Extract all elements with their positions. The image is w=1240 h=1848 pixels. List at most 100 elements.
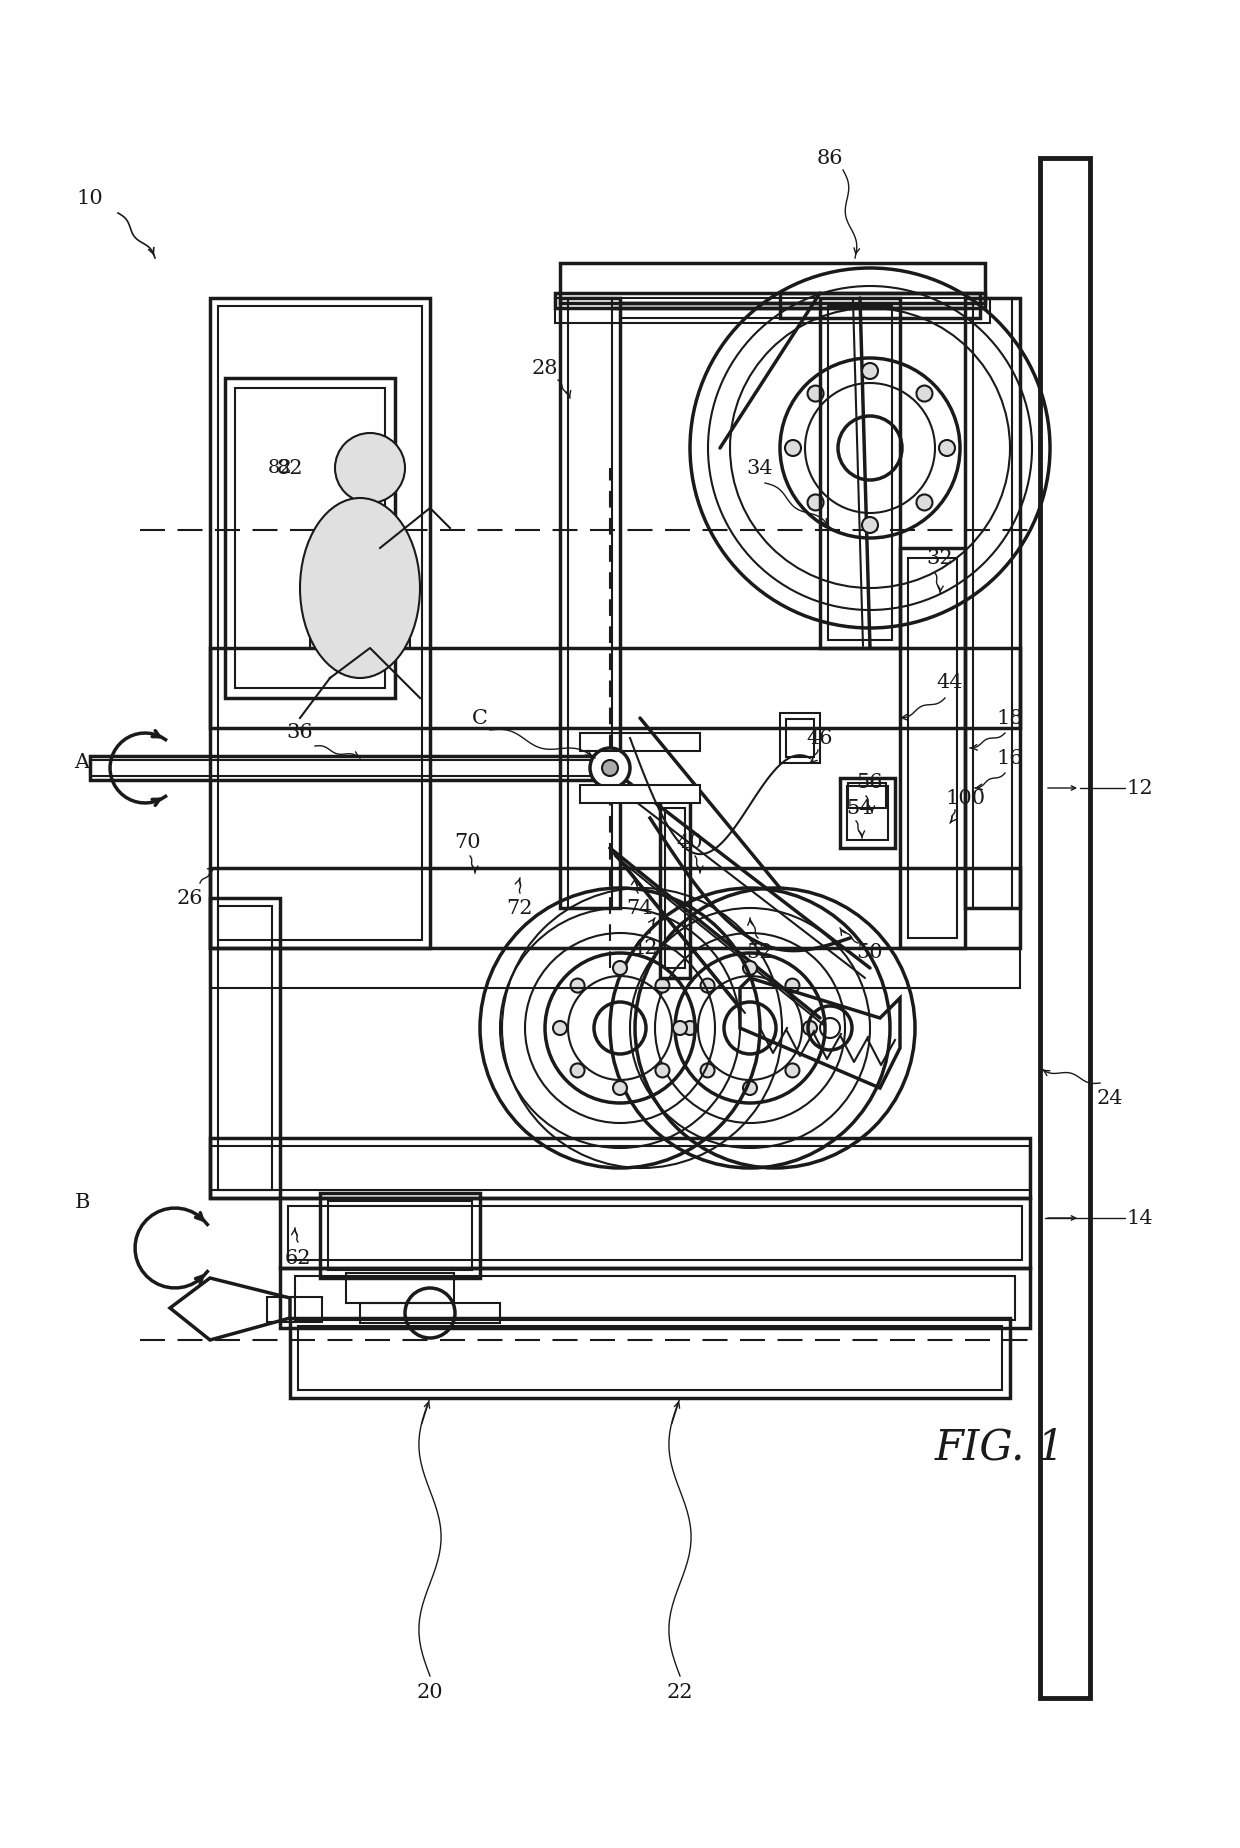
- Bar: [360, 1303, 500, 1323]
- Circle shape: [613, 1081, 627, 1096]
- Bar: [965, 298, 1021, 907]
- Circle shape: [785, 1063, 800, 1077]
- Bar: [847, 785, 888, 841]
- Text: 20: 20: [417, 1684, 444, 1702]
- Text: FIG. 1: FIG. 1: [935, 1427, 1065, 1469]
- Bar: [218, 906, 272, 1190]
- Text: 56: 56: [857, 774, 883, 793]
- Bar: [820, 298, 900, 649]
- Bar: [848, 784, 887, 808]
- Bar: [665, 808, 684, 968]
- Circle shape: [590, 748, 630, 787]
- Circle shape: [785, 440, 801, 456]
- Circle shape: [613, 961, 627, 976]
- Text: 100: 100: [945, 789, 985, 808]
- Text: 12: 12: [1127, 778, 1153, 798]
- Text: 28: 28: [532, 359, 558, 377]
- Text: 62: 62: [285, 1249, 311, 1268]
- Bar: [91, 760, 620, 776]
- Bar: [780, 294, 980, 318]
- Text: 70: 70: [455, 833, 481, 852]
- Text: C: C: [472, 708, 487, 728]
- Bar: [224, 379, 396, 699]
- Circle shape: [743, 961, 756, 976]
- Bar: [556, 294, 985, 309]
- Bar: [280, 1268, 1030, 1329]
- Bar: [580, 734, 701, 750]
- Bar: [236, 388, 384, 687]
- Text: 54: 54: [847, 798, 873, 817]
- Circle shape: [656, 1063, 670, 1077]
- Bar: [786, 719, 813, 758]
- Bar: [310, 628, 410, 649]
- Circle shape: [601, 760, 618, 776]
- Text: B: B: [74, 1194, 89, 1212]
- Bar: [210, 1138, 1030, 1198]
- Bar: [908, 558, 957, 939]
- Text: 32: 32: [926, 549, 954, 567]
- Bar: [828, 307, 892, 639]
- Circle shape: [804, 1020, 817, 1035]
- Bar: [580, 785, 701, 804]
- Text: 52: 52: [746, 944, 774, 963]
- Text: 50: 50: [857, 944, 883, 963]
- Circle shape: [916, 386, 932, 401]
- Circle shape: [683, 1020, 697, 1035]
- Bar: [556, 298, 990, 323]
- Bar: [290, 1318, 1011, 1397]
- Bar: [91, 756, 620, 780]
- Bar: [298, 1327, 1002, 1390]
- Bar: [295, 1275, 1016, 1319]
- Circle shape: [656, 979, 670, 992]
- Circle shape: [862, 362, 878, 379]
- Circle shape: [743, 1081, 756, 1096]
- Bar: [218, 307, 422, 941]
- Circle shape: [673, 1020, 687, 1035]
- Bar: [560, 262, 985, 303]
- Text: 42: 42: [631, 939, 658, 957]
- Text: 46: 46: [807, 728, 833, 747]
- Text: 10: 10: [77, 188, 103, 207]
- Bar: [568, 298, 613, 907]
- Circle shape: [701, 1063, 714, 1077]
- Circle shape: [570, 979, 584, 992]
- Text: 72: 72: [507, 898, 533, 917]
- Text: 86: 86: [817, 148, 843, 168]
- Text: 44: 44: [936, 673, 963, 693]
- Bar: [210, 298, 430, 948]
- Bar: [210, 1146, 1030, 1190]
- Text: 82: 82: [277, 458, 304, 477]
- Bar: [320, 1194, 480, 1279]
- Bar: [210, 649, 1021, 728]
- Text: 34: 34: [746, 458, 774, 477]
- Text: 40: 40: [677, 833, 703, 852]
- Bar: [346, 1273, 454, 1303]
- Circle shape: [785, 979, 800, 992]
- Bar: [210, 948, 1021, 989]
- Bar: [973, 298, 1012, 907]
- Circle shape: [807, 495, 823, 510]
- Text: 74: 74: [626, 898, 653, 917]
- Text: A: A: [74, 754, 89, 772]
- Circle shape: [807, 386, 823, 401]
- Bar: [280, 1198, 1030, 1268]
- Text: 36: 36: [286, 724, 314, 743]
- Text: 26: 26: [177, 889, 203, 907]
- Text: 14: 14: [1127, 1209, 1153, 1227]
- Circle shape: [916, 495, 932, 510]
- Text: 18: 18: [997, 708, 1023, 728]
- Circle shape: [335, 432, 405, 503]
- Bar: [560, 298, 620, 907]
- Circle shape: [570, 1063, 584, 1077]
- Circle shape: [553, 1020, 567, 1035]
- Text: 16: 16: [997, 748, 1023, 767]
- Circle shape: [939, 440, 955, 456]
- Text: 82: 82: [268, 458, 293, 477]
- Bar: [1040, 157, 1090, 1698]
- Ellipse shape: [300, 497, 420, 678]
- Bar: [267, 1297, 322, 1321]
- Circle shape: [701, 979, 714, 992]
- Text: 22: 22: [667, 1684, 693, 1702]
- Circle shape: [862, 517, 878, 532]
- Text: 24: 24: [1096, 1088, 1123, 1107]
